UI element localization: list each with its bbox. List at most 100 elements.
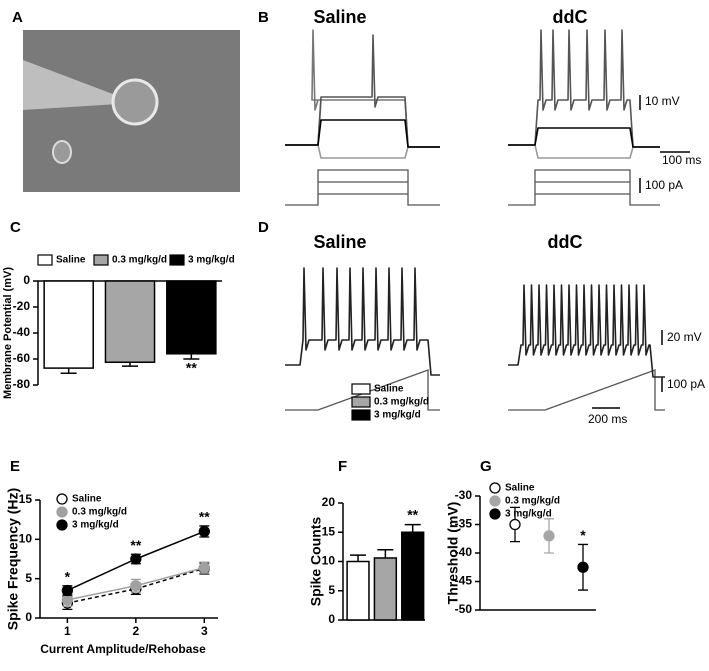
y-tick-label: 0	[23, 273, 30, 287]
y-axis-label: Spike Counts	[308, 517, 324, 607]
legend-label: 0.3 mg/kg/d	[505, 496, 560, 507]
data-point	[61, 584, 74, 597]
y-tick-label: 10	[322, 554, 336, 568]
legend-swatch	[37, 254, 53, 266]
legend-label: Saline	[374, 384, 404, 395]
data-point	[577, 561, 589, 573]
traces	[285, 29, 690, 411]
scale-bar-label: 100 pA	[645, 178, 683, 192]
micrograph	[23, 30, 240, 192]
bar	[346, 560, 370, 621]
y-tick-label: -45	[455, 574, 473, 588]
legend-label: 0.3 mg/kg/d	[374, 397, 429, 408]
data-point	[198, 525, 210, 538]
series-line	[67, 567, 205, 604]
scale-bar-label: 10 mV	[645, 94, 680, 108]
x-tick-label: 1	[64, 624, 71, 638]
y-tick-label: 0	[25, 610, 32, 624]
significance-label: **	[407, 506, 418, 522]
x-tick-label: 2	[133, 624, 140, 638]
data-point	[509, 518, 521, 531]
legend-label: Saline	[72, 494, 102, 505]
voltage-trace	[508, 29, 660, 148]
legend-swatch	[351, 409, 371, 421]
significance-label: **	[199, 509, 210, 525]
legend-label: Saline	[56, 255, 86, 266]
legend-label: 3 mg/kg/d	[188, 255, 235, 266]
voltage-trace	[508, 284, 665, 378]
panel-label: D	[258, 219, 269, 236]
y-tick-label: 15	[19, 492, 33, 506]
significance-label: **	[186, 360, 197, 376]
panel-label: F	[338, 458, 347, 475]
y-tick-label: 0	[328, 612, 335, 626]
bar	[104, 280, 156, 363]
bar	[43, 280, 94, 369]
trace-title: Saline	[313, 7, 366, 27]
trace-title: Saline	[313, 232, 366, 252]
y-tick-label: 5	[328, 583, 335, 597]
scale-bar-label: 20 mV	[667, 330, 702, 344]
y-tick-label: -60	[13, 351, 31, 365]
voltage-trace	[285, 29, 440, 148]
voltage-trace	[285, 34, 440, 148]
legend-label: 0.3 mg/kg/d	[72, 507, 127, 518]
voltage-trace	[508, 127, 660, 148]
y-tick-label: 5	[25, 571, 32, 585]
legend-label: 3 mg/kg/d	[374, 410, 421, 421]
scale-bar-label: 100 ms	[662, 153, 701, 167]
legend-marker	[489, 495, 501, 507]
legend-label: 3 mg/kg/d	[72, 520, 119, 531]
bar	[166, 280, 217, 355]
data-point	[61, 594, 74, 606]
legend-label: 0.3 mg/kg/d	[112, 255, 167, 266]
legend-label: Saline	[505, 483, 535, 494]
legend-swatch	[351, 396, 371, 408]
legend-swatch	[351, 383, 371, 395]
legend-marker	[56, 519, 68, 531]
legend-label: 3 mg/kg/d	[505, 509, 552, 520]
significance-label: *	[65, 568, 71, 584]
y-tick-label: -80	[13, 377, 31, 391]
legend-marker	[56, 506, 68, 518]
y-tick-label: -30	[455, 488, 473, 502]
significance-label: **	[130, 537, 141, 553]
y-tick-label: 10	[19, 532, 33, 546]
data-point	[198, 562, 210, 574]
data-point	[130, 553, 142, 565]
legend-marker	[56, 493, 68, 505]
panel-label: B	[258, 9, 269, 26]
y-axis-label: Threshold (mV)	[445, 502, 461, 605]
panel-label: C	[10, 219, 21, 236]
x-axis-label: Current Amplitude/Rehobase	[40, 642, 206, 656]
trace-title: ddC	[548, 232, 583, 252]
y-tick-label: -35	[455, 517, 473, 531]
significance-label: *	[580, 527, 586, 543]
legend-marker	[489, 508, 501, 520]
voltage-trace	[285, 267, 440, 376]
data-point	[543, 530, 555, 542]
y-tick-label: 15	[322, 524, 336, 538]
y-tick-label: -40	[13, 325, 31, 339]
y-axis-label: Spike Frequency (Hz)	[5, 488, 21, 630]
x-tick-label: 3	[201, 624, 208, 638]
panel-label: G	[480, 458, 492, 475]
legend-swatch	[169, 254, 185, 266]
trace-title: ddC	[553, 7, 588, 27]
legend-swatch	[93, 254, 109, 266]
legend-marker	[489, 482, 501, 494]
scale-bar-label: 100 pA	[667, 377, 705, 391]
y-tick-label: 20	[322, 495, 336, 509]
y-tick-label: -20	[13, 299, 31, 313]
data-point	[130, 580, 142, 592]
y-tick-label: -40	[455, 545, 473, 559]
y-axis-label: Membrane Potential (mV)	[2, 267, 14, 399]
panel-label: A	[12, 9, 23, 26]
y-tick-label: -50	[455, 602, 473, 616]
panel-label: E	[10, 458, 20, 475]
scale-bar-label: 200 ms	[588, 412, 627, 426]
